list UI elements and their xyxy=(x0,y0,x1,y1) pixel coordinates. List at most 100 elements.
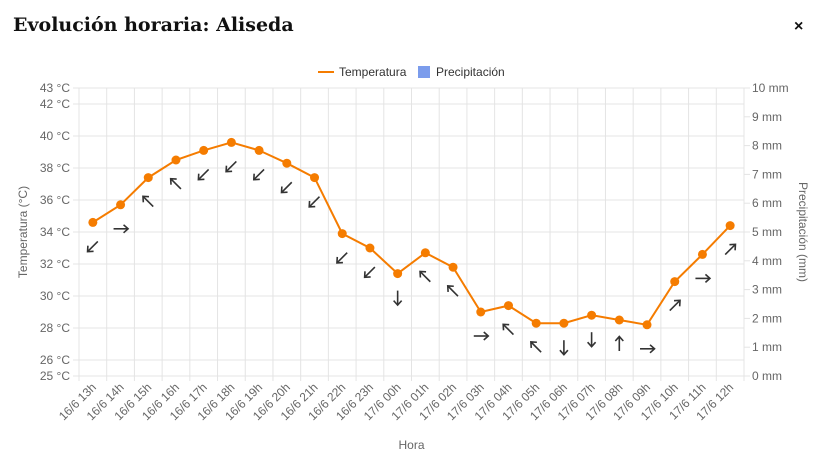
series-layer xyxy=(88,137,735,330)
legend-swatch-precipitacion xyxy=(418,66,430,78)
wind-arrow-shaft xyxy=(419,271,431,283)
temperature-point xyxy=(226,137,236,147)
wind-arrow-head xyxy=(393,300,403,307)
wind-arrow-icon xyxy=(197,168,210,181)
wind-arrow-head xyxy=(308,200,316,208)
wind-arrow-head xyxy=(86,245,94,253)
temperature-point xyxy=(642,320,652,330)
wind-arrow-shaft xyxy=(225,160,237,172)
temperature-point xyxy=(448,262,458,272)
wind-arrow-icon xyxy=(473,331,490,341)
y-left-tick-label: 32 °C xyxy=(40,257,70,271)
temperature-point xyxy=(199,145,209,155)
temperature-point xyxy=(697,249,707,259)
temperature-point xyxy=(365,243,375,253)
wind-arrow-head xyxy=(197,173,205,181)
x-axis-title: Hora xyxy=(398,438,424,452)
wind-arrow-icon xyxy=(587,332,597,348)
wind-arrow-head xyxy=(363,271,371,279)
y-right-tick-label: 6 mm xyxy=(752,196,782,210)
legend-label-temperatura: Temperatura xyxy=(339,65,407,79)
wind-arrow-head xyxy=(419,270,427,278)
temperature-point xyxy=(393,269,403,279)
y-right-tick-label: 7 mm xyxy=(752,167,782,181)
y-left-tick-label: 25 °C xyxy=(40,369,70,383)
y-right-tick-label: 9 mm xyxy=(752,110,782,124)
wind-arrow-head xyxy=(252,173,260,181)
y-right-tick-label: 0 mm xyxy=(752,369,782,383)
wind-arrow-shaft xyxy=(364,266,376,278)
y-right-tick-label: 5 mm xyxy=(752,225,782,239)
wind-arrow-head xyxy=(502,323,510,331)
legend-item-precipitacion[interactable]: Precipitación xyxy=(418,65,505,79)
wind-arrow-shaft xyxy=(170,178,182,190)
temperature-point xyxy=(337,229,347,239)
wind-arrow-icon xyxy=(640,344,656,354)
wind-arrow-head xyxy=(123,224,130,234)
wind-arrow-shaft xyxy=(281,181,293,193)
wind-arrow-head xyxy=(142,195,150,203)
wind-arrow-icon xyxy=(169,177,182,190)
wind-arrow-icon xyxy=(113,224,130,234)
wind-arrow-head xyxy=(446,285,454,292)
wind-arrow-icon xyxy=(669,299,681,312)
wind-arrow-head xyxy=(614,335,624,342)
y-left-tick-label: 43 °C xyxy=(40,81,70,95)
y-left-axis-title: Temperatura (°C) xyxy=(16,186,30,278)
wind-arrow-shaft xyxy=(336,252,348,264)
wind-arrow-icon xyxy=(225,160,237,173)
temperature-point xyxy=(310,173,320,183)
wind-arrow-icon xyxy=(280,181,293,194)
y-right-tick-label: 10 mm xyxy=(752,81,789,95)
y-right-axis-title: Precipitación (mm) xyxy=(796,182,810,282)
y-left-tick-label: 28 °C xyxy=(40,321,70,335)
wind-arrow-icon xyxy=(614,335,624,351)
wind-arrow-icon xyxy=(419,270,431,283)
grid xyxy=(73,87,750,381)
temperature-point xyxy=(670,277,680,287)
wind-arrows xyxy=(86,160,737,356)
wind-arrow-shaft xyxy=(253,168,265,180)
dialog-title: Evolución horaria: Aliseda xyxy=(13,14,294,36)
y-right-tick-label: 2 mm xyxy=(752,311,782,325)
temperature-point xyxy=(531,318,541,328)
close-icon[interactable]: × xyxy=(794,18,804,35)
temperature-point xyxy=(171,155,181,165)
temperature-point xyxy=(587,310,597,320)
legend-item-temperatura[interactable]: Temperatura xyxy=(318,65,407,79)
wind-arrow-head xyxy=(530,341,537,348)
wind-arrow-icon xyxy=(502,323,514,336)
y-right-tick-label: 8 mm xyxy=(752,139,782,153)
legend-label-precipitacion: Precipitación xyxy=(436,65,505,79)
wind-arrow-shaft xyxy=(87,240,99,252)
temperature-point xyxy=(282,158,292,168)
temperature-point xyxy=(476,307,486,317)
wind-arrow-head xyxy=(169,177,177,185)
wind-arrow-head xyxy=(225,165,233,173)
wind-arrow-shaft xyxy=(502,324,514,336)
wind-arrow-shaft xyxy=(669,300,681,312)
wind-arrow-head xyxy=(587,341,597,348)
temperature-point xyxy=(503,301,513,311)
legend[interactable]: Temperatura Precipitación xyxy=(318,65,505,79)
temperature-point xyxy=(254,145,264,155)
temperature-point xyxy=(614,315,624,325)
temperature-point xyxy=(559,318,569,328)
wind-arrow-icon xyxy=(724,243,737,256)
y-left-tick-label: 36 °C xyxy=(40,193,70,207)
wind-arrow-shaft xyxy=(724,244,736,256)
wind-arrow-icon xyxy=(559,340,569,356)
wind-arrow-head xyxy=(280,186,288,194)
y-right-tick-label: 1 mm xyxy=(752,340,782,354)
wind-arrow-icon xyxy=(393,290,403,307)
y-left-tick-label: 42 °C xyxy=(40,97,70,111)
wind-arrow-icon xyxy=(252,168,265,181)
wind-arrow-shaft xyxy=(530,341,542,353)
y-left-tick-label: 38 °C xyxy=(40,161,70,175)
wind-arrow-head xyxy=(673,299,681,307)
y-right-tick-label: 3 mm xyxy=(752,283,782,297)
wind-arrow-icon xyxy=(86,240,99,253)
wind-arrow-icon xyxy=(142,195,154,208)
wind-arrow-head xyxy=(729,243,737,251)
wind-arrow-icon xyxy=(308,196,321,208)
